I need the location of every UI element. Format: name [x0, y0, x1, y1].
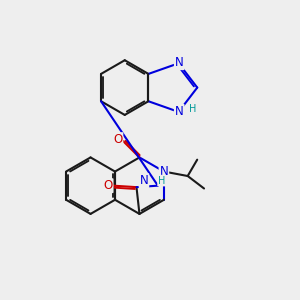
- Text: O: O: [103, 179, 112, 192]
- Text: N: N: [175, 105, 184, 118]
- Text: H: H: [189, 104, 197, 114]
- Text: N: N: [140, 174, 148, 187]
- Text: N: N: [175, 56, 184, 69]
- Text: O: O: [113, 133, 122, 146]
- Text: N: N: [160, 165, 168, 178]
- Text: H: H: [158, 176, 165, 186]
